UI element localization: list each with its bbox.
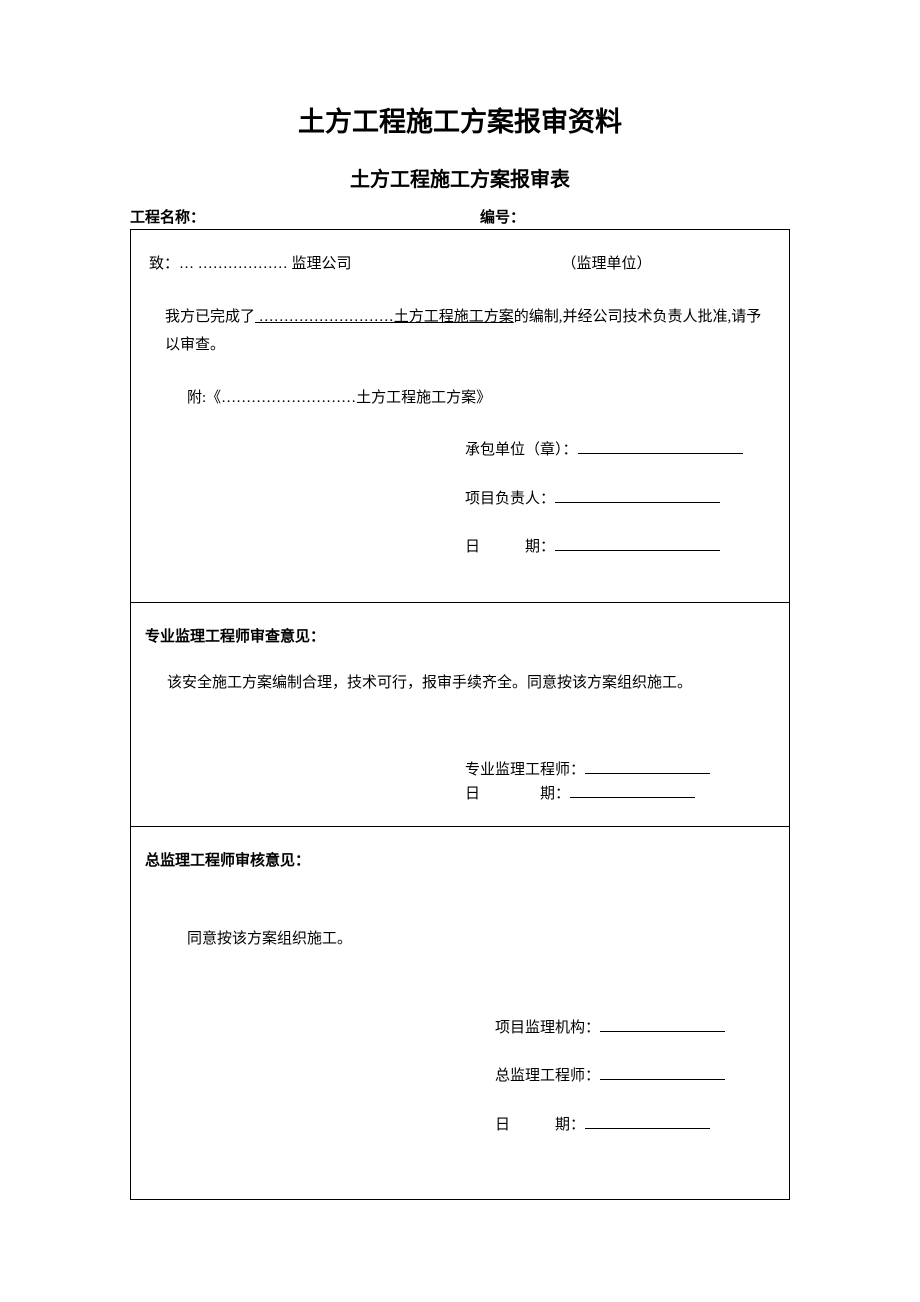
section-applicant: 致：… ……………… 监理公司 （监理单位） 我方已完成了 ………………………土… xyxy=(131,230,790,603)
chief-opinion: 同意按该方案组织施工。 xyxy=(145,925,775,954)
contractor-fill xyxy=(578,439,743,454)
chief-title: 总监理工程师审核意见： xyxy=(145,847,775,876)
project-name-label: 工程名称： xyxy=(130,206,440,227)
completion-prefix: 我方已完成了 xyxy=(165,309,255,325)
supervision-org-fill xyxy=(600,1017,725,1032)
chief-engineer-label: 总监理工程师： xyxy=(495,1068,600,1084)
specialist-opinion: 该安全施工方案编制合理，技术可行，报审手续齐全。同意按该方案组织施工。 xyxy=(145,669,775,698)
completion-statement: 我方已完成了 ………………………土方工程施工方案的编制,并经公司技术负责人批准,… xyxy=(145,303,775,360)
project-leader-label: 项目负责人： xyxy=(465,491,555,507)
date-fill-2 xyxy=(570,783,695,798)
supervisor-unit-label: （监理单位） xyxy=(352,250,652,279)
number-label: 编号： xyxy=(440,206,790,227)
section-chief: 总监理工程师审核意见： 同意按该方案组织施工。 项目监理机构： 总监理工程师： … xyxy=(131,826,790,1200)
to-label: 致：… ……………… 监理公司 xyxy=(145,250,352,279)
completion-underline: ………………………土方工程施工方案 xyxy=(255,309,514,325)
supervision-org-label: 项目监理机构： xyxy=(495,1020,600,1036)
specialist-engineer-fill xyxy=(585,759,710,774)
date-label-3: 日 期： xyxy=(495,1117,585,1133)
contractor-label: 承包单位（章）： xyxy=(465,442,578,458)
applicant-sign-block: 承包单位（章）： 项目负责人： 日 期： xyxy=(145,436,775,562)
specialist-engineer-label: 专业监理工程师： xyxy=(465,762,585,778)
attachment-text: 附:《………………………土方工程施工方案》 xyxy=(145,384,775,413)
project-leader-fill xyxy=(555,488,720,503)
section-specialist: 专业监理工程师审查意见： 该安全施工方案编制合理，技术可行，报审手续齐全。同意按… xyxy=(131,602,790,826)
specialist-title: 专业监理工程师审查意见： xyxy=(145,623,775,652)
main-title: 土方工程施工方案报审资料 xyxy=(130,100,790,139)
sub-title: 土方工程施工方案报审表 xyxy=(130,163,790,192)
chief-sign-block: 项目监理机构： 总监理工程师： 日 期： xyxy=(145,1014,775,1140)
header-row: 工程名称： 编号： xyxy=(130,206,790,227)
form-table: 致：… ……………… 监理公司 （监理单位） 我方已完成了 ………………………土… xyxy=(130,229,790,1200)
chief-engineer-fill xyxy=(600,1065,725,1080)
date-label-1: 日 期： xyxy=(465,539,555,555)
date-label-2: 日 期： xyxy=(465,786,570,802)
specialist-sign-block: 专业监理工程师： 日 期： xyxy=(145,758,775,806)
date-fill-1 xyxy=(555,536,720,551)
date-fill-3 xyxy=(585,1114,710,1129)
